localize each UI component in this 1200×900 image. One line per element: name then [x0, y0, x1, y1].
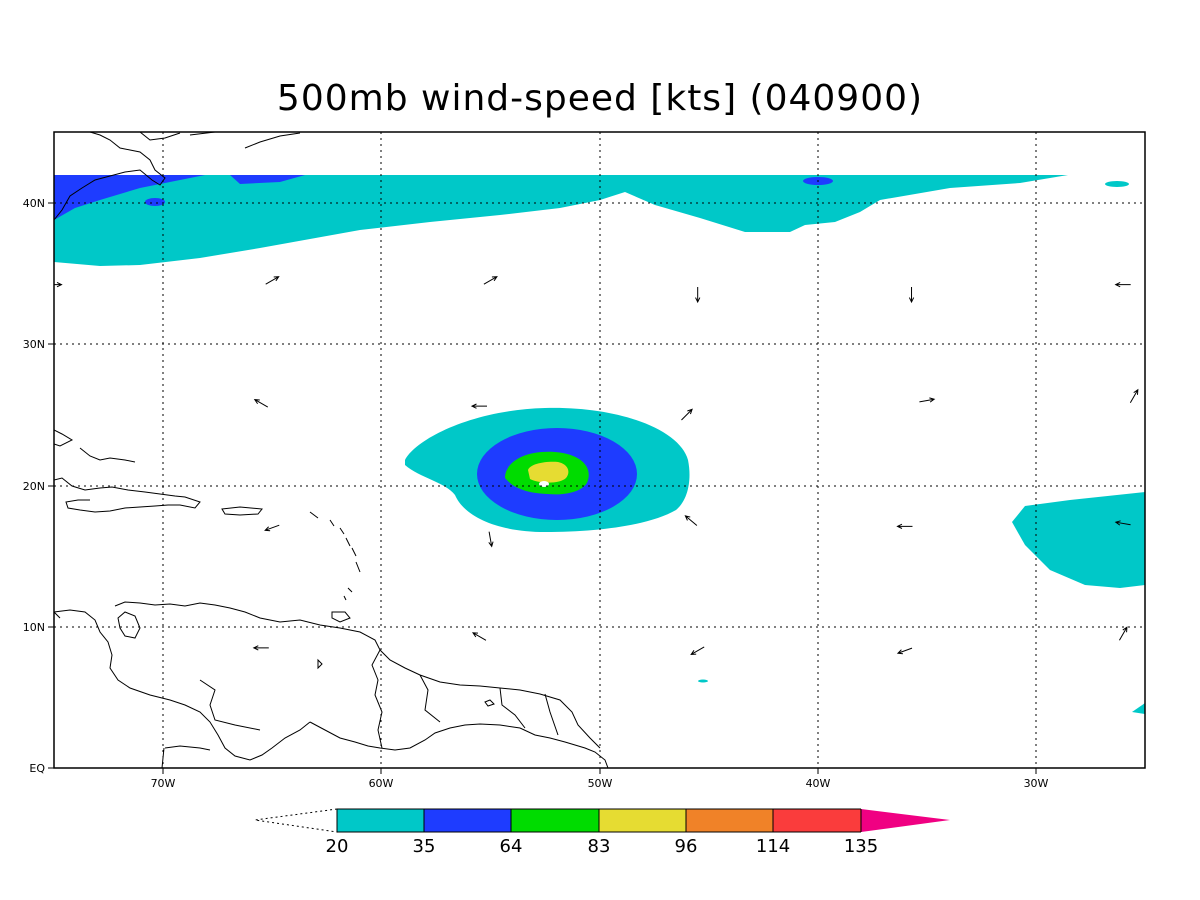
lon-label-30w: 30W: [1024, 777, 1049, 790]
wind-vector-arrow: [470, 403, 487, 409]
jet-fill-20: [54, 175, 1068, 266]
colorbar-under-arrow: [254, 808, 338, 833]
wind-vector-arrow: [253, 399, 269, 408]
colorbar-label-114: 114: [756, 836, 790, 857]
jet-fill-35b: [230, 175, 305, 184]
wind-vector-arrow: [264, 524, 280, 532]
colorbar-box-20: [337, 809, 424, 832]
wind-vector-arrow: [1118, 626, 1128, 641]
wind-vector-arrow: [54, 282, 63, 288]
lon-label-50w: 50W: [588, 777, 613, 790]
coastline-lesser-antilles: [309, 511, 361, 601]
axis-ticks: [48, 202, 1037, 774]
colorbar-label-64: 64: [500, 836, 523, 857]
wind-vector-arrow: [896, 647, 913, 655]
coastline-borders: [161, 649, 559, 768]
colorbar-box-64: [511, 809, 599, 832]
wind-vector-arrow: [1129, 388, 1139, 404]
wind-vector-arrow: [684, 515, 698, 526]
colorbar: 20 35 64 83 96 114 135: [254, 808, 950, 857]
tiny-fill-20: [698, 679, 708, 683]
wind-vector-arrow: [265, 276, 280, 285]
coastline-trinidad: [317, 611, 351, 670]
coastlines: [54, 132, 609, 768]
colorbar-over-arrow: [861, 809, 950, 832]
wind-vector-arrow: [908, 287, 915, 304]
map-title: 500mb wind-speed [kts] (040900): [276, 78, 924, 119]
coastline-northeast: [54, 132, 301, 221]
lon-label-40w: 40W: [806, 777, 831, 790]
wind-vector-arrow: [690, 646, 705, 656]
contour-fills: [54, 175, 1145, 714]
wind-vector-arrow: [471, 632, 487, 641]
hurricane-fill-83: [528, 461, 569, 483]
lon-label-70w: 70W: [151, 777, 176, 790]
coastline-greater-antilles: [54, 477, 263, 516]
wind-vector-arrow: [681, 408, 693, 421]
wind-vector-arrow: [483, 276, 498, 285]
wind-vector-arrow: [896, 523, 913, 529]
lon-label-60w: 60W: [369, 777, 394, 790]
colorbar-box-83: [599, 809, 686, 832]
wind-vector-arrow: [919, 397, 936, 403]
jet-fill-35c: [145, 198, 165, 206]
coastline-lake-maracaibo: [117, 611, 141, 639]
wind-vectors: [54, 276, 1139, 656]
colorbar-label-35: 35: [413, 836, 436, 857]
wind-vector-arrow: [252, 645, 269, 651]
colorbar-label-96: 96: [675, 836, 698, 857]
lat-label-30n: 30N: [23, 338, 45, 351]
colorbar-label-20: 20: [326, 836, 349, 857]
colorbar-label-83: 83: [588, 836, 611, 857]
wind-vector-arrow: [1114, 282, 1131, 288]
graticule: [54, 132, 1145, 768]
colorbar-box-35: [424, 809, 511, 832]
east-fill-20: [1012, 492, 1145, 588]
colorbar-box-114: [773, 809, 861, 832]
coastline-cuba: [54, 429, 136, 463]
small-fill-20: [1105, 181, 1129, 187]
wind-vector-arrow: [695, 287, 701, 304]
colorbar-box-96: [686, 809, 773, 832]
jet-fill-35: [54, 175, 205, 220]
lat-label-40n: 40N: [23, 197, 45, 210]
coastline-south-america: [54, 601, 609, 768]
lat-label-eq: EQ: [29, 762, 45, 775]
wind-vector-arrow: [1114, 520, 1131, 526]
colorbar-label-135: 135: [844, 836, 878, 857]
lat-label-10n: 10N: [23, 621, 45, 634]
wind-vector-arrow: [488, 531, 494, 548]
lat-label-20n: 20N: [23, 480, 45, 493]
east-fill-20b: [1132, 703, 1145, 714]
